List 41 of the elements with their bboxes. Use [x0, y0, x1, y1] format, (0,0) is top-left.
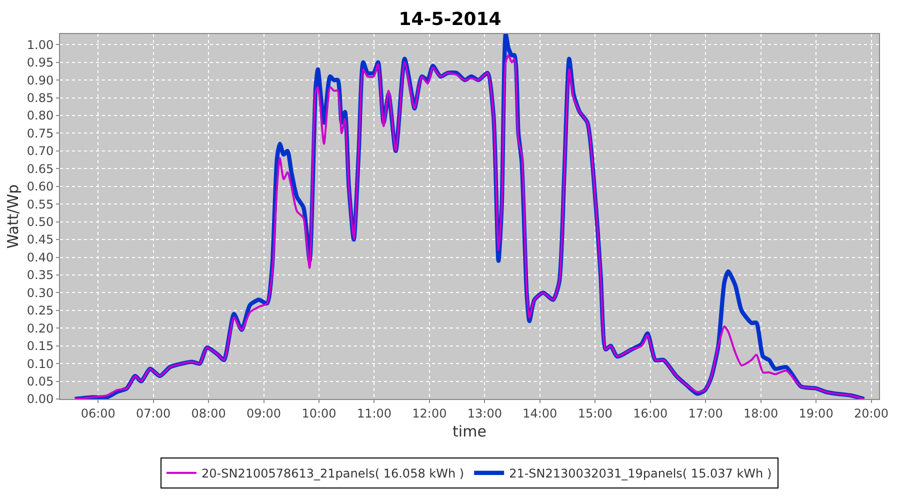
x-tick-label: 12:00	[412, 406, 447, 420]
y-tick-label: 0.15	[26, 339, 54, 354]
y-tick-label: 0.60	[26, 180, 54, 194]
x-tick-label: 07:00	[136, 406, 171, 420]
y-tick-label: 0.65	[26, 162, 54, 176]
y-tick-label: 0.45	[26, 232, 54, 247]
y-tick-label: 0.40	[26, 250, 54, 264]
x-tick-label: 11:00	[356, 406, 392, 420]
x-tick-label: 10:00	[302, 406, 336, 420]
y-tick-label: 0.30	[26, 286, 54, 300]
legend-label: 21-SN2130032031_19panels( 15.037 kWh )	[509, 466, 772, 481]
x-tick-label: 08:00	[191, 406, 226, 420]
y-tick-label: 0.50	[26, 215, 54, 230]
x-axis-title: time	[452, 422, 486, 440]
y-tick-label: 0.55	[26, 197, 54, 212]
x-tick-label: 20:00	[854, 406, 889, 420]
x-tick-label: 13:00	[467, 406, 502, 420]
x-tick-label: 16:00	[633, 406, 668, 420]
legend-label: 20-SN2100578613_21panels( 16.058 kWh )	[202, 466, 464, 481]
x-tick-label: 14:00	[522, 406, 558, 420]
x-tick-label: 17:00	[688, 406, 723, 420]
x-tick-label: 06:00	[80, 406, 116, 420]
x-tick-label: 15:00	[578, 406, 612, 420]
y-tick-label: 0.85	[26, 90, 54, 105]
y-tick-label: 0.20	[26, 321, 54, 336]
y-tick-label: 0.10	[26, 356, 54, 371]
y-tick-label: 0.25	[26, 304, 54, 318]
y-tick-label: 0.90	[26, 73, 54, 88]
y-tick-label: 0.05	[26, 374, 54, 388]
y-axis-title: Watt/Wp	[4, 184, 22, 249]
y-tick-label: 0.70	[26, 144, 54, 158]
y-tick-label: 1.00	[26, 38, 54, 52]
y-tick-label: 0.35	[26, 268, 54, 282]
y-tick-label: 0.80	[26, 108, 54, 123]
y-tick-label: 0.75	[26, 126, 54, 140]
x-tick-label: 09:00	[246, 406, 282, 420]
chart-title: 14-5-2014	[398, 9, 502, 30]
y-tick-label: 0.95	[26, 56, 54, 70]
x-tick-label: 19:00	[798, 406, 834, 420]
x-tick-label: 18:00	[744, 406, 778, 420]
y-tick-label: 0.00	[26, 392, 54, 406]
